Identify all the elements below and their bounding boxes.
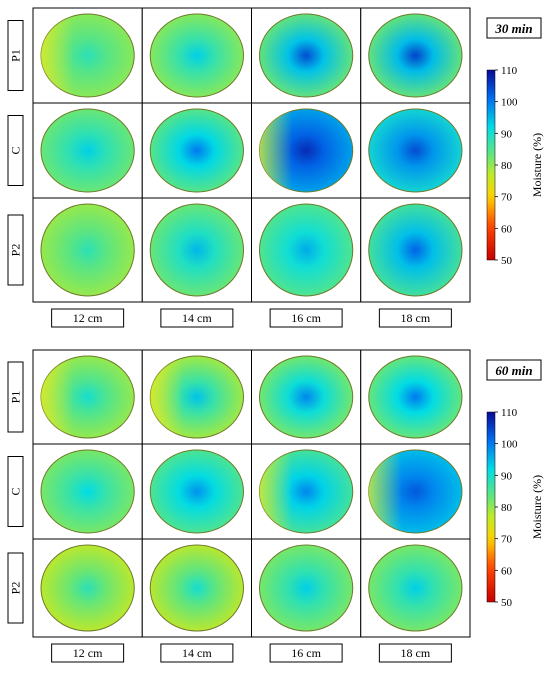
row-label-box — [7, 115, 24, 186]
colorbar-label: Moisture (%) — [530, 133, 544, 197]
figure-layer: P1 C P2 12 cm 14 cm 16 cm 18 cm 30 min 110 100 90 8… — [7, 7, 544, 663]
colorbar-label: Moisture (%) — [530, 475, 544, 539]
colorbar-tick-label: 80 — [501, 160, 513, 172]
column-label-box — [51, 643, 125, 663]
colorbar — [486, 69, 496, 261]
time-label-box — [486, 359, 542, 381]
column-label: 18 cm — [401, 311, 431, 325]
moisture-disc — [368, 203, 463, 297]
row-label: C — [9, 146, 23, 154]
row-label-box — [7, 214, 24, 286]
colorbar — [486, 411, 496, 603]
moisture-disc — [40, 203, 135, 297]
disc-edge-shading — [41, 356, 135, 438]
colorbar-tick-label: 80 — [501, 502, 513, 514]
moisture-disc — [40, 108, 135, 193]
moisture-disc — [259, 355, 354, 439]
moisture-disc — [149, 544, 244, 632]
moisture-disc — [149, 108, 244, 193]
column-label-box — [160, 308, 234, 328]
time-label: 60 min — [495, 363, 532, 378]
disc-edge-shading — [41, 14, 135, 97]
column-label-box — [269, 643, 343, 663]
column-label-box — [269, 308, 343, 328]
colorbar-tick-label: 60 — [501, 223, 513, 235]
colorbar-tick-label: 100 — [501, 97, 518, 109]
row-label: P2 — [9, 582, 23, 595]
colorbar-tick-label: 70 — [501, 192, 513, 204]
moisture-disc — [368, 108, 463, 193]
disc-edge-shading — [259, 450, 353, 533]
colorbar-tick-label: 50 — [501, 255, 513, 267]
row-label-box — [7, 552, 24, 624]
colorbar-tick-label: 110 — [501, 65, 518, 77]
row-label: P2 — [9, 244, 23, 257]
moisture-disc — [40, 449, 135, 534]
column-label: 16 cm — [291, 311, 321, 325]
column-label-box — [378, 643, 452, 663]
row-label-box — [7, 361, 24, 433]
column-label: 18 cm — [401, 646, 431, 660]
column-label: 12 cm — [73, 311, 103, 325]
colorbar-tick-label: 110 — [501, 407, 518, 419]
moisture-disc — [259, 203, 354, 297]
colorbar-tick-label: 90 — [501, 128, 513, 140]
row-label-box — [7, 20, 24, 91]
moisture-disc — [368, 355, 463, 439]
row-label: P1 — [9, 49, 23, 62]
colorbar-tick-label: 100 — [501, 439, 518, 451]
moisture-disc — [368, 13, 463, 98]
moisture-disc — [40, 544, 135, 632]
row-label-box — [7, 456, 24, 527]
column-label: 16 cm — [291, 646, 321, 660]
column-label-box — [51, 308, 125, 328]
moisture-disc — [149, 203, 244, 297]
column-label: 14 cm — [182, 646, 212, 660]
moisture-disc — [259, 13, 354, 98]
colorbar-tick-label: 60 — [501, 565, 513, 577]
moisture-disc — [259, 544, 354, 632]
row-label: P1 — [9, 391, 23, 404]
time-label: 30 min — [494, 21, 532, 36]
column-label: 14 cm — [182, 311, 212, 325]
moisture-disc — [149, 449, 244, 534]
row-label: C — [9, 487, 23, 495]
colorbar-tick-label: 50 — [501, 597, 513, 609]
column-label-box — [160, 643, 234, 663]
disc-edge-shading — [368, 450, 462, 533]
moisture-disc — [149, 13, 244, 98]
moisture-disc — [368, 544, 463, 632]
disc-edge-shading — [259, 109, 353, 192]
time-label-box — [486, 17, 542, 39]
colorbar-tick-label: 90 — [501, 470, 513, 482]
colorbar-tick-label: 70 — [501, 534, 513, 546]
column-label: 12 cm — [73, 646, 103, 660]
disc-edge-shading — [150, 356, 244, 438]
column-label-box — [378, 308, 452, 328]
